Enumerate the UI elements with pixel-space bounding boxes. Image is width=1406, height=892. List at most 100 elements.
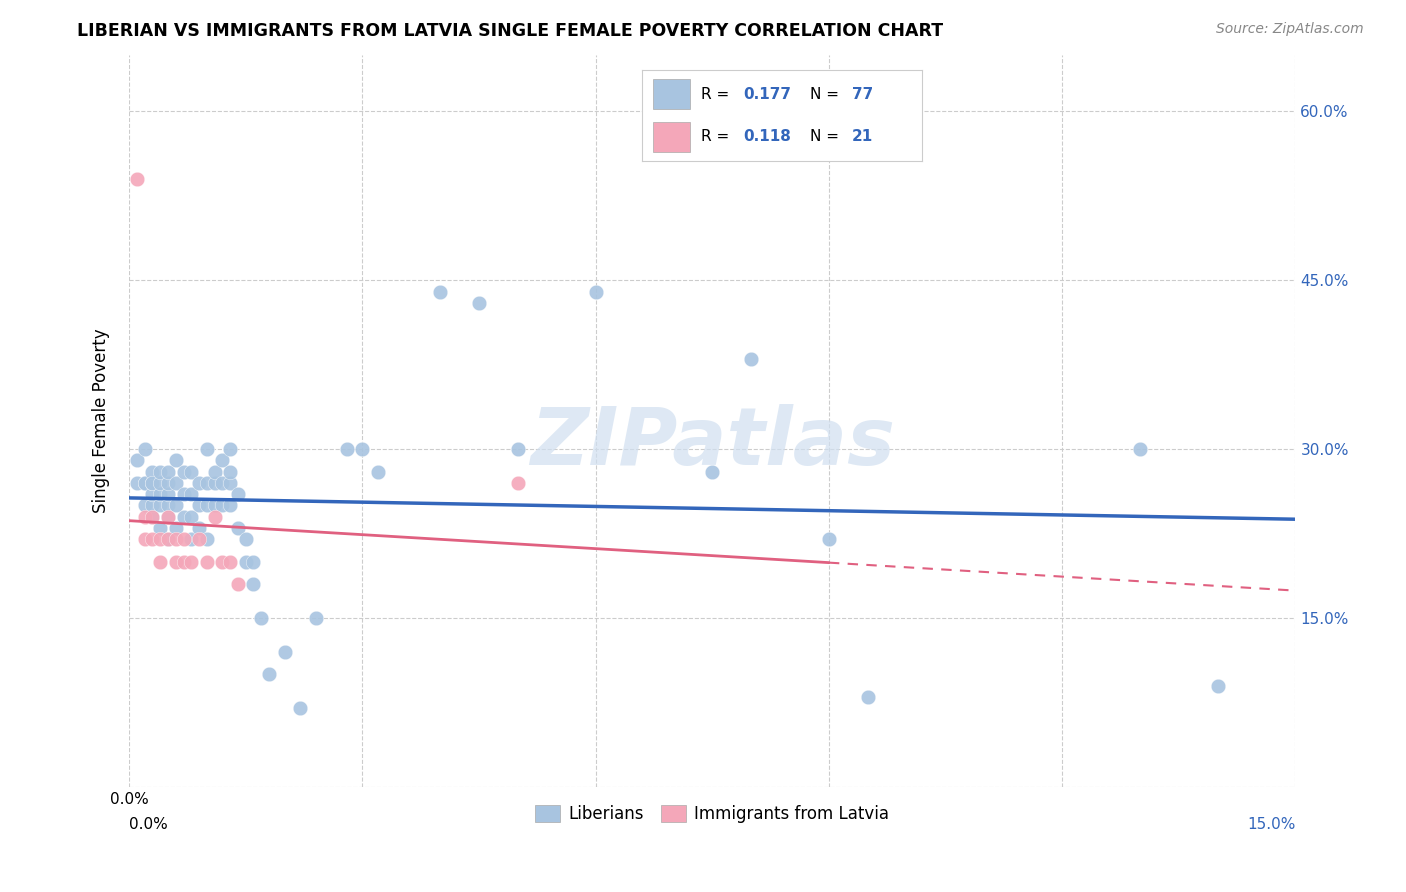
Point [173,555,195,569]
Point [165,532,187,546]
Point [740,352,762,367]
Point [149,487,172,501]
Point [141,487,163,501]
Point [219,499,242,513]
Legend: Liberians, Immigrants from Latvia: Liberians, Immigrants from Latvia [529,798,896,830]
Point [429,285,451,299]
Point [195,555,218,569]
Point [195,475,218,490]
Point [188,499,211,513]
Point [188,532,211,546]
Point [585,285,607,299]
Point [165,475,187,490]
Point [336,442,359,457]
Point [156,487,179,501]
Point [180,509,202,524]
Point [250,611,273,625]
Point [173,487,195,501]
Text: LIBERIAN VS IMMIGRANTS FROM LATVIA SINGLE FEMALE POVERTY CORRELATION CHART: LIBERIAN VS IMMIGRANTS FROM LATVIA SINGL… [77,22,943,40]
Point [156,532,179,546]
Point [156,532,179,546]
Point [1206,679,1229,693]
Point [468,295,491,310]
Point [219,465,242,479]
Point [125,453,148,467]
Point [204,475,226,490]
Point [173,465,195,479]
Point [257,667,280,681]
Point [134,499,156,513]
Point [141,509,163,524]
Point [156,499,179,513]
Point [149,465,172,479]
Point [219,475,242,490]
Point [188,521,211,535]
Point [141,475,163,490]
Point [273,645,295,659]
Point [165,555,187,569]
Point [156,475,179,490]
Point [288,701,311,715]
Point [180,465,202,479]
Point [235,532,257,546]
Text: ZIPatlas: ZIPatlas [530,404,894,482]
Point [195,442,218,457]
Point [211,555,233,569]
Point [149,475,172,490]
Point [180,555,202,569]
Point [195,499,218,513]
Point [141,532,163,546]
Point [235,555,257,569]
Point [134,442,156,457]
Point [226,521,249,535]
Point [173,509,195,524]
Point [204,509,226,524]
Point [352,442,374,457]
Point [226,577,249,591]
Point [125,172,148,186]
Text: Source: ZipAtlas.com: Source: ZipAtlas.com [1216,22,1364,37]
Point [180,532,202,546]
Point [173,532,195,546]
Point [367,465,389,479]
Point [506,475,529,490]
Point [219,555,242,569]
Point [204,465,226,479]
Point [219,442,242,457]
Point [226,487,249,501]
Point [149,532,172,546]
Point [702,465,724,479]
Point [134,509,156,524]
Point [149,555,172,569]
Point [204,499,226,513]
Point [180,487,202,501]
Point [134,532,156,546]
Point [305,611,328,625]
Point [134,475,156,490]
Point [211,499,233,513]
Point [141,509,163,524]
Point [242,577,264,591]
Text: 0.0%: 0.0% [129,817,167,832]
Point [141,465,163,479]
Point [156,509,179,524]
Y-axis label: Single Female Poverty: Single Female Poverty [93,328,110,513]
Point [141,475,163,490]
Point [141,499,163,513]
Text: 15.0%: 15.0% [1247,817,1295,832]
Point [165,521,187,535]
Point [211,453,233,467]
Point [125,475,148,490]
Point [149,499,172,513]
Point [856,690,879,704]
Point [156,465,179,479]
Point [242,555,264,569]
Point [156,509,179,524]
Point [195,532,218,546]
Point [149,521,172,535]
Point [134,475,156,490]
Point [165,499,187,513]
Point [1129,442,1152,457]
Point [818,532,841,546]
Point [211,475,233,490]
